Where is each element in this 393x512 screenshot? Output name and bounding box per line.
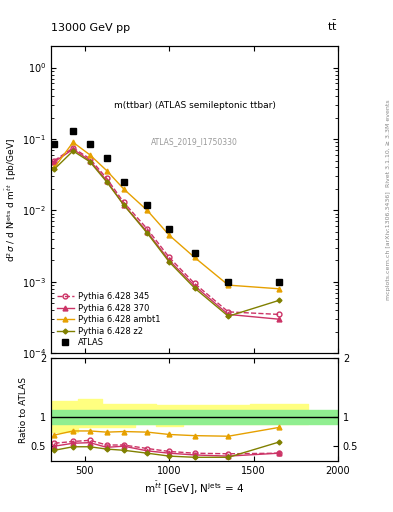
ATLAS [52,141,57,147]
Pythia 6.428 370 [88,157,92,163]
Text: Rivet 3.1.10, ≥ 3.3M events: Rivet 3.1.10, ≥ 3.3M events [386,99,391,187]
Pythia 6.428 z2 [226,313,231,319]
Pythia 6.428 370 [71,146,75,152]
Pythia 6.428 370 [105,178,109,184]
Pythia 6.428 ambt1 [121,186,126,192]
ATLAS [192,250,197,257]
Pythia 6.428 z2 [121,202,126,208]
Pythia 6.428 345 [145,226,150,232]
ATLAS [105,155,109,161]
Pythia 6.428 ambt1 [226,282,231,288]
Pythia 6.428 ambt1 [88,152,92,158]
Y-axis label: Ratio to ATLAS: Ratio to ATLAS [19,377,28,442]
Pythia 6.428 345 [88,156,92,162]
Pythia 6.428 ambt1 [277,286,281,292]
Y-axis label: d$^2\sigma$ / d N$^{\rm jets}$ d m$^{\bar{t}t}$  [pb/GeV]: d$^2\sigma$ / d N$^{\rm jets}$ d m$^{\ba… [4,138,19,262]
Pythia 6.428 z2 [192,285,197,291]
Pythia 6.428 ambt1 [71,139,75,145]
ATLAS [226,279,231,285]
ATLAS [71,128,75,134]
ATLAS [145,202,150,208]
Line: Pythia 6.428 z2: Pythia 6.428 z2 [53,149,281,318]
Pythia 6.428 370 [145,229,150,235]
ATLAS [121,179,126,185]
Pythia 6.428 345 [192,281,197,287]
Pythia 6.428 z2 [105,179,109,185]
Line: ATLAS: ATLAS [51,127,282,285]
Pythia 6.428 z2 [167,259,172,265]
ATLAS [167,226,172,232]
Text: m(ttbar) (ATLAS semileptonic ttbar): m(ttbar) (ATLAS semileptonic ttbar) [114,100,275,110]
Pythia 6.428 z2 [277,297,281,304]
Text: mcplots.cern.ch [arXiv:1306.3436]: mcplots.cern.ch [arXiv:1306.3436] [386,191,391,300]
Pythia 6.428 z2 [88,159,92,165]
Pythia 6.428 345 [52,157,57,163]
Pythia 6.428 z2 [52,166,57,172]
Pythia 6.428 370 [52,159,57,165]
Pythia 6.428 ambt1 [105,167,109,174]
Line: Pythia 6.428 ambt1: Pythia 6.428 ambt1 [52,140,281,291]
Text: 13000 GeV pp: 13000 GeV pp [51,23,130,33]
Text: t$\bar{\rm t}$: t$\bar{\rm t}$ [327,19,338,33]
Text: ATLAS_2019_I1750330: ATLAS_2019_I1750330 [151,137,238,146]
Line: Pythia 6.428 370: Pythia 6.428 370 [52,147,281,322]
Pythia 6.428 z2 [145,230,150,236]
Pythia 6.428 ambt1 [192,254,197,261]
ATLAS [88,141,92,147]
Pythia 6.428 ambt1 [167,232,172,238]
Pythia 6.428 ambt1 [52,164,57,170]
Pythia 6.428 z2 [71,148,75,154]
Pythia 6.428 370 [226,311,231,317]
Pythia 6.428 345 [167,254,172,261]
Pythia 6.428 370 [192,283,197,289]
Pythia 6.428 345 [105,176,109,182]
X-axis label: m$^{\bar{t}t}$ [GeV], N$^{\rm jets}$ = 4: m$^{\bar{t}t}$ [GeV], N$^{\rm jets}$ = 4 [144,480,245,497]
Pythia 6.428 345 [226,309,231,315]
Legend: Pythia 6.428 345, Pythia 6.428 370, Pythia 6.428 ambt1, Pythia 6.428 z2, ATLAS: Pythia 6.428 345, Pythia 6.428 370, Pyth… [55,291,162,349]
Pythia 6.428 345 [121,199,126,205]
Pythia 6.428 370 [277,316,281,322]
Pythia 6.428 370 [167,258,172,264]
Pythia 6.428 345 [277,311,281,317]
Pythia 6.428 345 [71,145,75,151]
ATLAS [277,279,281,285]
Line: Pythia 6.428 345: Pythia 6.428 345 [52,145,281,317]
Pythia 6.428 ambt1 [145,207,150,214]
Pythia 6.428 370 [121,202,126,208]
